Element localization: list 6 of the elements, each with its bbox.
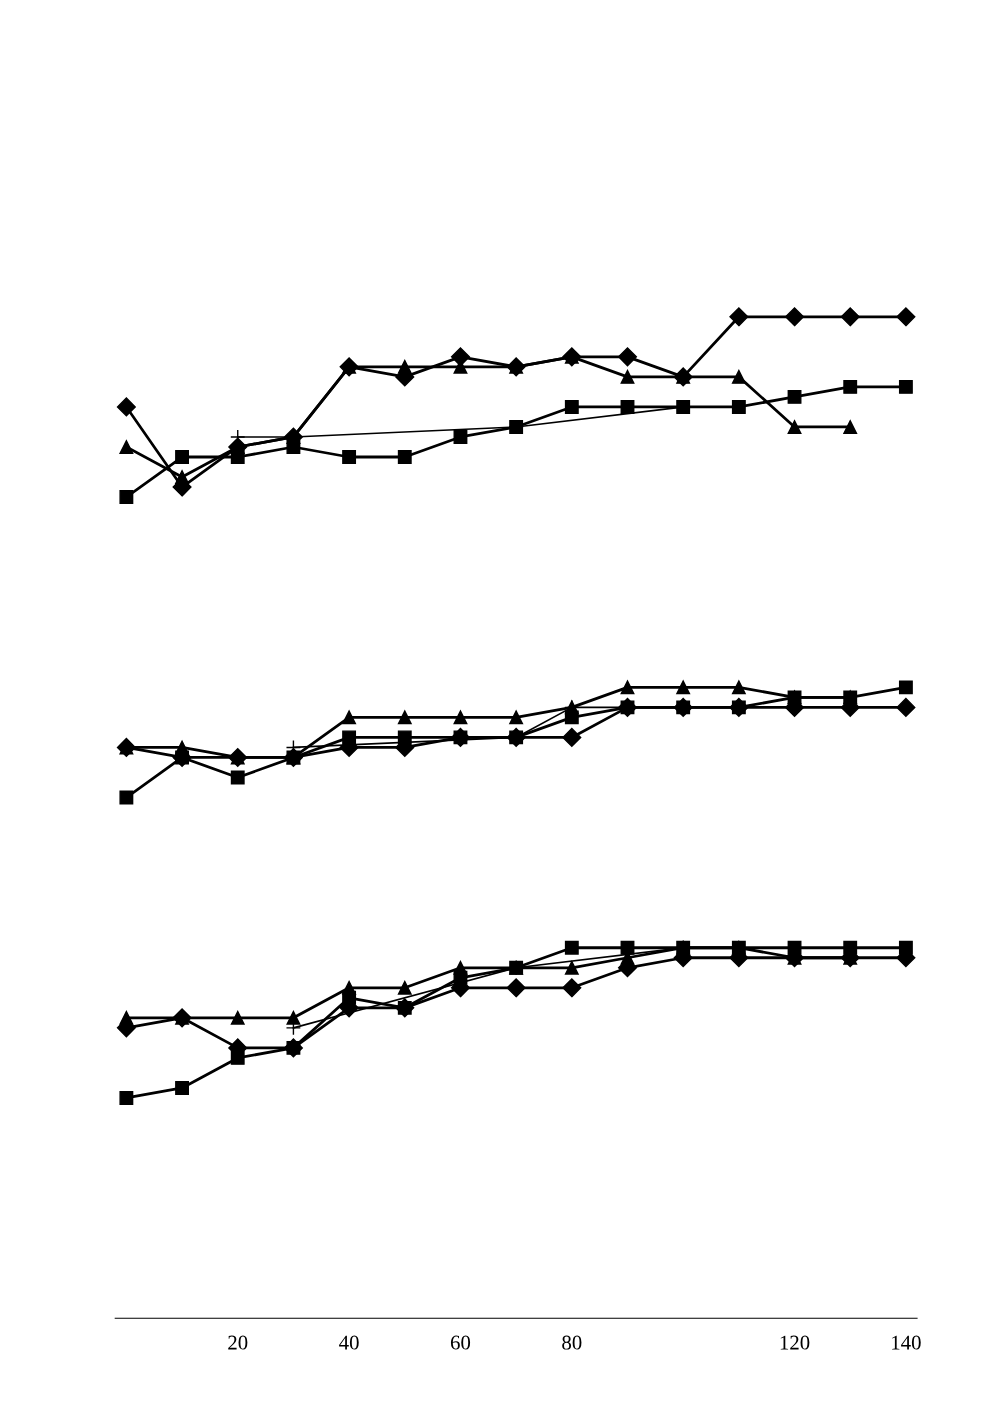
x-tick-label: 120 [780, 1335, 810, 1350]
x-tick-label: 20 [228, 1335, 248, 1350]
x-tick-label: 40 [339, 1335, 359, 1350]
x-tick-label: 140 [892, 1335, 921, 1350]
x-tick-label: 80 [562, 1335, 582, 1350]
x-tick-label: 60 [450, 1335, 471, 1350]
